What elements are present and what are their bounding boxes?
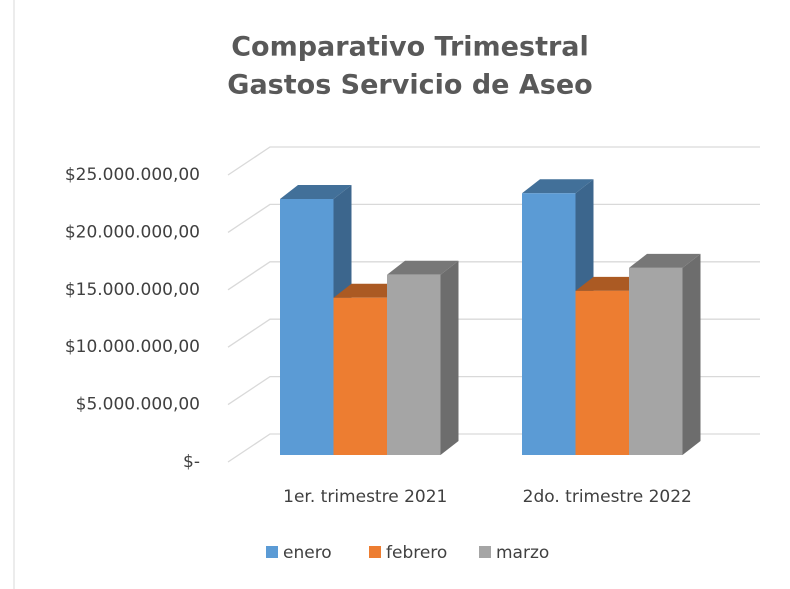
chart-title-line: Gastos Servicio de Aseo xyxy=(227,70,592,101)
bar-top xyxy=(629,253,701,268)
x-tick-label: 1er. trimestre 2021 xyxy=(283,487,447,507)
y-tick-label: $10.000.000,00 xyxy=(65,337,200,357)
legend-label: marzo xyxy=(496,543,549,563)
grid-line xyxy=(227,146,760,176)
bar-front xyxy=(522,193,576,456)
legend-label: febrero xyxy=(386,543,447,563)
bar-top xyxy=(387,260,459,275)
legend-swatch xyxy=(479,546,491,558)
chart-title-line: Comparativo Trimestral xyxy=(231,32,589,63)
y-tick-label: $- xyxy=(183,452,200,472)
bar xyxy=(629,253,701,455)
chart-border xyxy=(13,0,15,589)
y-tick-label: $15.000.000,00 xyxy=(65,280,200,300)
x-tick-label: 2do. trimestre 2022 xyxy=(523,487,692,507)
bar xyxy=(387,260,459,455)
bar-front xyxy=(575,290,629,455)
y-tick-label: $20.000.000,00 xyxy=(65,222,200,242)
bar-side xyxy=(440,260,459,455)
legend-label: enero xyxy=(283,543,332,563)
bar-front xyxy=(333,297,387,455)
grid-line xyxy=(227,203,760,233)
y-tick-label: $5.000.000,00 xyxy=(76,395,200,415)
legend-swatch xyxy=(266,546,278,558)
bar-front xyxy=(387,274,441,455)
bar-side xyxy=(682,253,701,455)
bar-top xyxy=(522,179,594,194)
bar-front xyxy=(629,267,683,455)
bar-top xyxy=(280,184,352,199)
legend-swatch xyxy=(369,546,381,558)
y-tick-label: $25.000.000,00 xyxy=(65,165,200,185)
bar-front xyxy=(280,198,334,455)
grid-line xyxy=(227,261,760,291)
